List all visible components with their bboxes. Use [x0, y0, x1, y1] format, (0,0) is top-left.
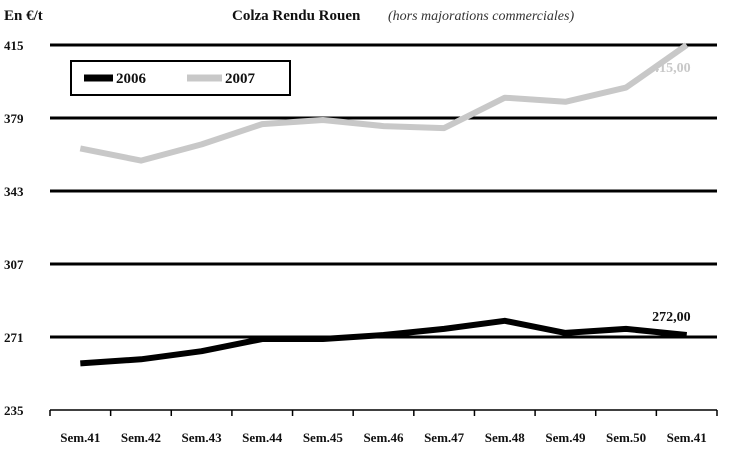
- y-tick-label-307: 307: [4, 257, 24, 272]
- series-line-2007: [79, 42, 689, 164]
- x-axis-tick-labels: Sem.41 Sem.42 Sem.43 Sem.44 Sem.45 Sem.46 Sem.…: [60, 430, 706, 445]
- x-tick-label-1: Sem.42: [121, 430, 161, 445]
- x-tick-label-2: Sem.43: [182, 430, 223, 445]
- x-tick-label-6: Sem.47: [424, 430, 465, 445]
- chart-subtitle: (hors majorations commerciales): [388, 9, 574, 24]
- data-label-2007: 415,00: [652, 61, 691, 76]
- x-tick-label-8: Sem.49: [545, 430, 586, 445]
- series-line-2006: [80, 317, 687, 367]
- y-axis-unit-label: En €/t: [4, 8, 43, 24]
- series-lines: [79, 42, 689, 367]
- legend-label-2007: 2007: [225, 71, 256, 87]
- y-tick-label-379: 379: [4, 111, 24, 126]
- legend: 2006 2007: [70, 60, 291, 96]
- series-end-labels: 272,00 415,00: [652, 61, 691, 325]
- y-tick-label-343: 343: [4, 184, 24, 199]
- x-tick-label-10: Sem.41: [667, 430, 707, 445]
- x-tick-label-4: Sem.45: [303, 430, 344, 445]
- x-tick-label-7: Sem.48: [485, 430, 526, 445]
- chart-title: Colza Rendu Rouen: [232, 8, 361, 24]
- x-tick-label-5: Sem.46: [363, 430, 404, 445]
- x-tick-label-0: Sem.41: [60, 430, 100, 445]
- y-tick-label-235: 235: [4, 403, 24, 418]
- y-tick-label-415: 415: [4, 38, 24, 53]
- x-axis: [49, 409, 718, 416]
- y-axis-tick-labels: 235 271 307 343 379 415: [4, 38, 24, 418]
- x-tick-label-3: Sem.44: [242, 430, 283, 445]
- data-label-2006: 272,00: [652, 310, 691, 325]
- legend-label-2006: 2006: [116, 71, 147, 87]
- x-tick-label-9: Sem.50: [606, 430, 646, 445]
- grid: [50, 43, 717, 339]
- y-tick-label-271: 271: [4, 330, 24, 345]
